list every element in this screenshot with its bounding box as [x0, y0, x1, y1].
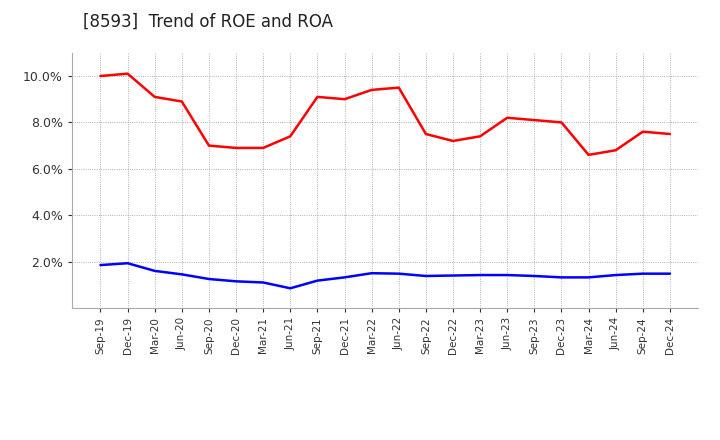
- ROA: [611, 272, 620, 278]
- ROA: [367, 271, 376, 276]
- ROA: [204, 276, 213, 282]
- Text: [8593]  Trend of ROE and ROA: [8593] Trend of ROE and ROA: [83, 13, 333, 31]
- ROA: [665, 271, 674, 276]
- ROE: [665, 132, 674, 137]
- ROE: [232, 145, 240, 150]
- ROE: [611, 147, 620, 153]
- ROA: [259, 280, 268, 285]
- Line: ROE: ROE: [101, 73, 670, 155]
- ROE: [639, 129, 647, 134]
- ROE: [421, 132, 430, 137]
- ROA: [584, 275, 593, 280]
- ROA: [150, 268, 159, 274]
- ROE: [395, 85, 403, 90]
- ROE: [313, 94, 322, 99]
- ROA: [503, 272, 511, 278]
- ROE: [341, 96, 349, 102]
- ROE: [503, 115, 511, 121]
- ROA: [557, 275, 566, 280]
- ROA: [232, 279, 240, 284]
- ROE: [557, 120, 566, 125]
- ROA: [178, 272, 186, 277]
- ROE: [204, 143, 213, 148]
- ROE: [449, 138, 457, 143]
- ROA: [476, 272, 485, 278]
- ROE: [178, 99, 186, 104]
- ROA: [395, 271, 403, 276]
- ROA: [313, 278, 322, 283]
- ROE: [367, 87, 376, 92]
- ROE: [150, 94, 159, 99]
- ROA: [530, 273, 539, 279]
- ROA: [286, 286, 294, 291]
- ROE: [96, 73, 105, 79]
- ROE: [259, 145, 268, 150]
- ROA: [123, 260, 132, 266]
- ROE: [123, 71, 132, 76]
- ROA: [449, 273, 457, 278]
- ROA: [421, 273, 430, 279]
- ROE: [584, 152, 593, 158]
- ROE: [530, 117, 539, 123]
- ROA: [341, 275, 349, 280]
- ROE: [286, 134, 294, 139]
- ROE: [476, 134, 485, 139]
- Line: ROA: ROA: [101, 263, 670, 288]
- ROA: [639, 271, 647, 276]
- ROA: [96, 262, 105, 268]
